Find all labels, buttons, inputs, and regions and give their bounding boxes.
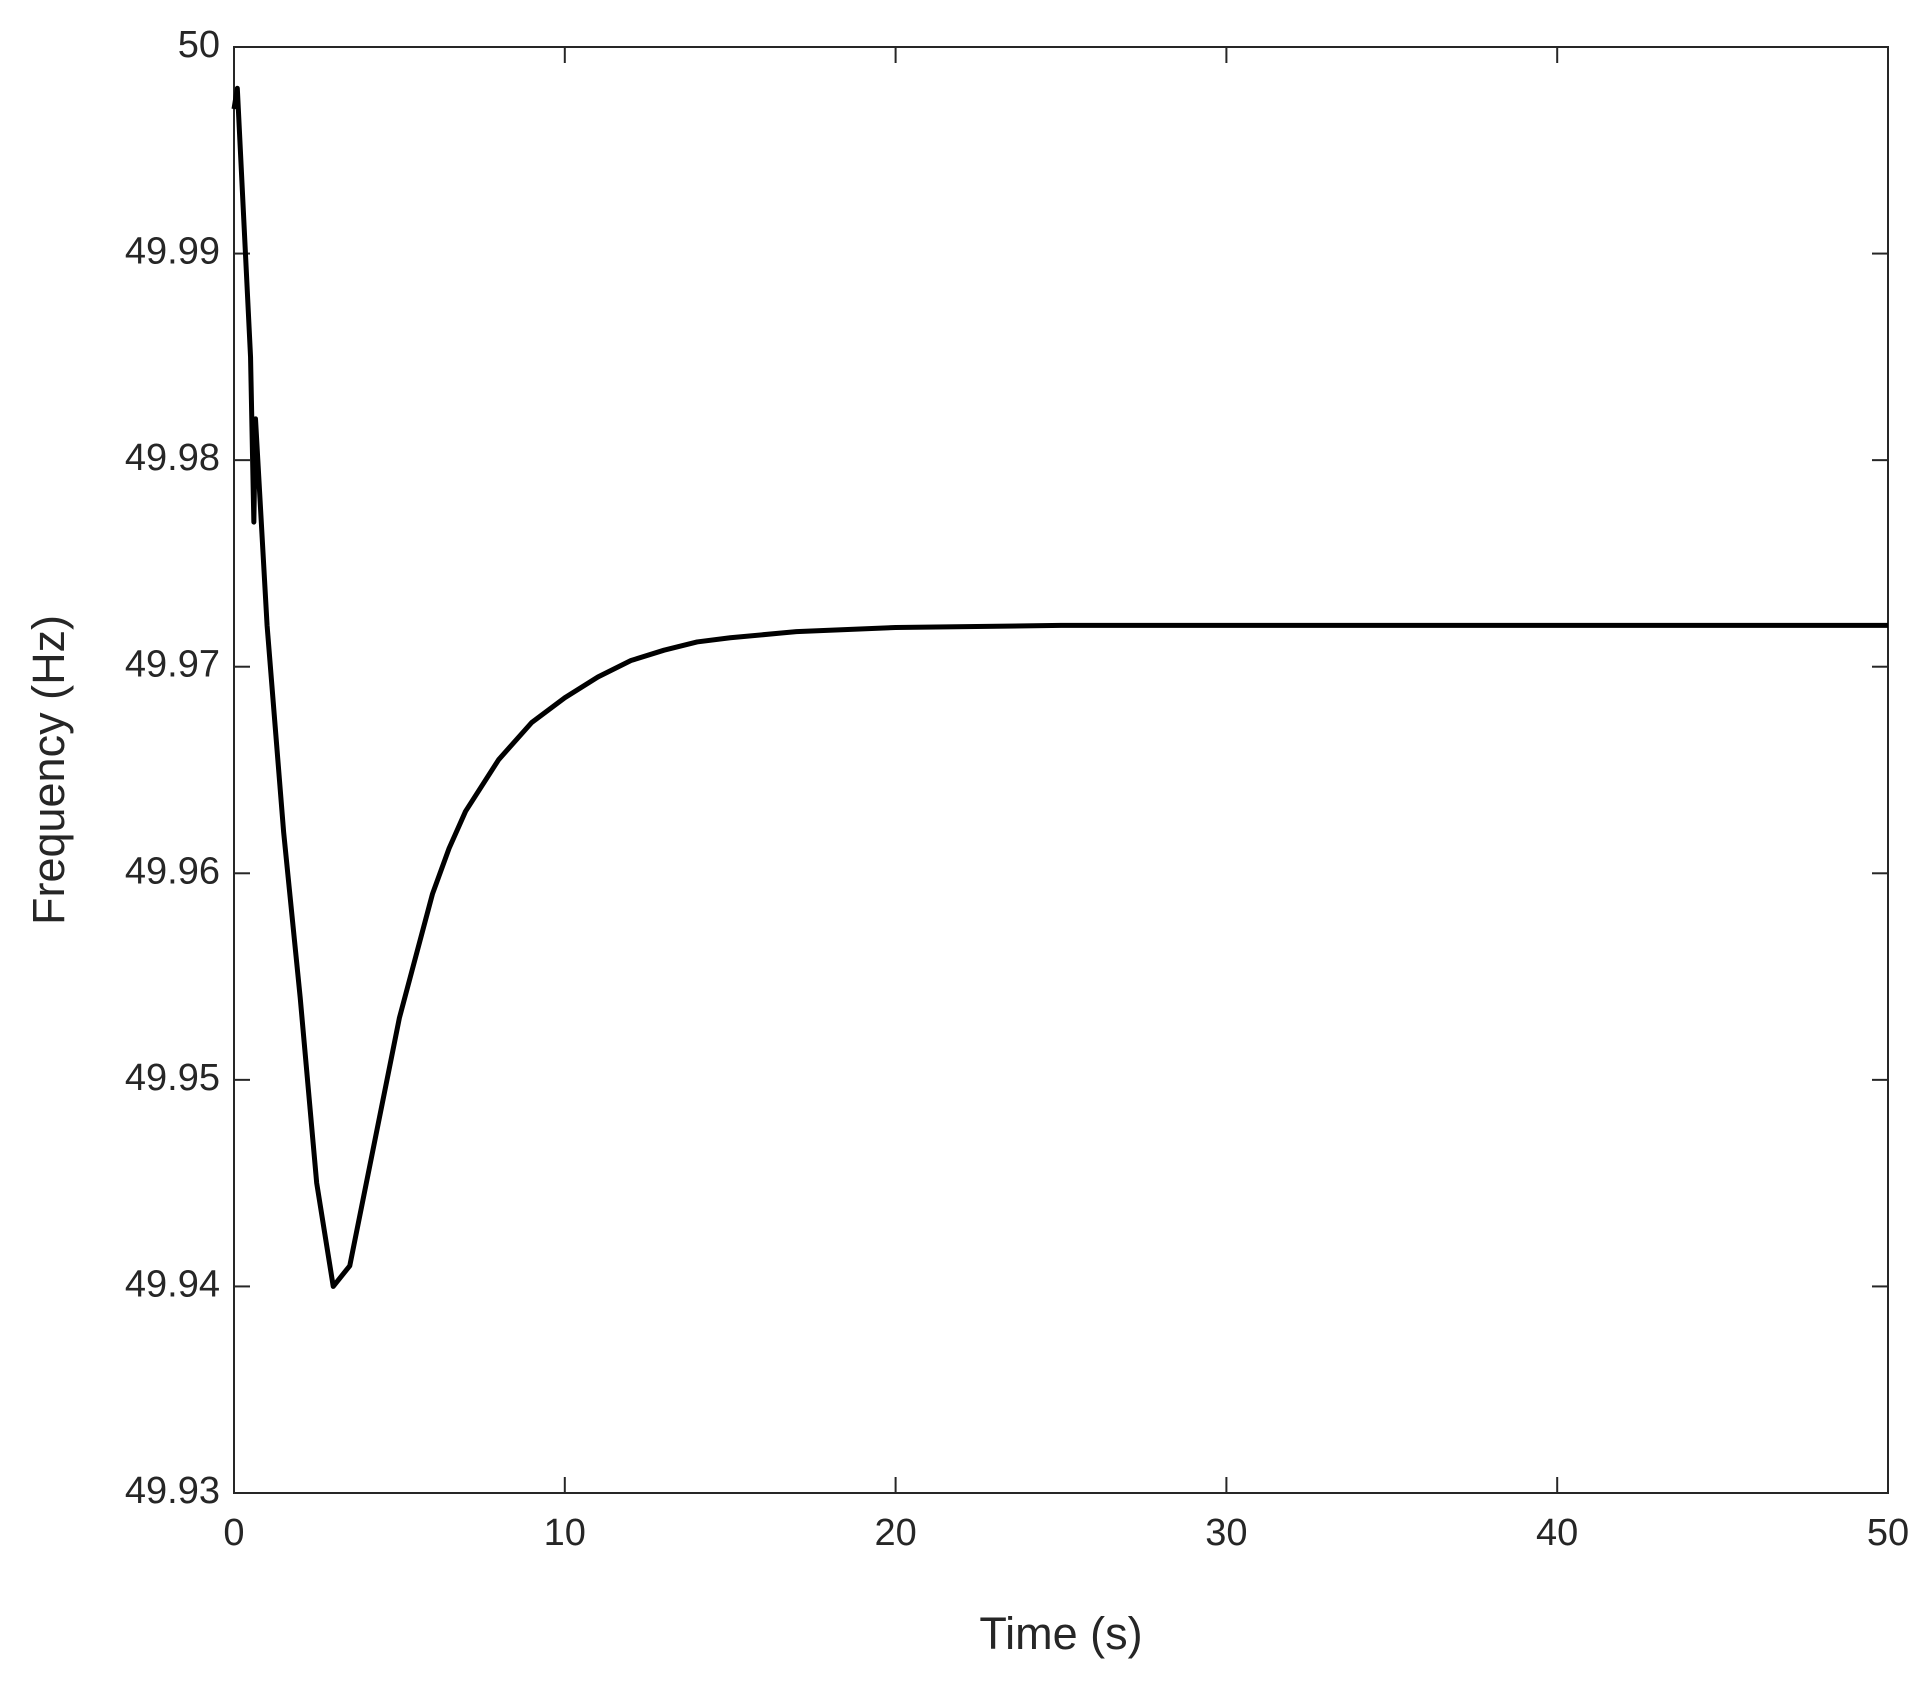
y-tick-label: 49.96: [125, 850, 220, 892]
y-tick-label: 49.95: [125, 1057, 220, 1099]
data-line: [231, 85, 1888, 1289]
x-tick-label: 30: [1205, 1512, 1247, 1554]
y-tick-label: 49.97: [125, 644, 220, 686]
x-tick-label: 40: [1536, 1512, 1578, 1554]
x-axis-label: Time (s): [979, 1608, 1142, 1659]
y-tick-label: 49.99: [125, 231, 220, 273]
y-tick-label: 50: [178, 24, 220, 66]
x-tick-label: 50: [1867, 1512, 1909, 1554]
y-tick-label: 49.93: [125, 1470, 220, 1512]
x-tick-label: 20: [874, 1512, 916, 1554]
x-tick-label: 0: [223, 1512, 244, 1554]
y-tick-label: 49.94: [125, 1263, 220, 1305]
y-tick-label: 49.98: [125, 437, 220, 479]
y-axis-label: Frequency (Hz): [23, 615, 74, 925]
plot-frame: [233, 46, 1889, 1494]
x-tick-label: 10: [544, 1512, 586, 1554]
